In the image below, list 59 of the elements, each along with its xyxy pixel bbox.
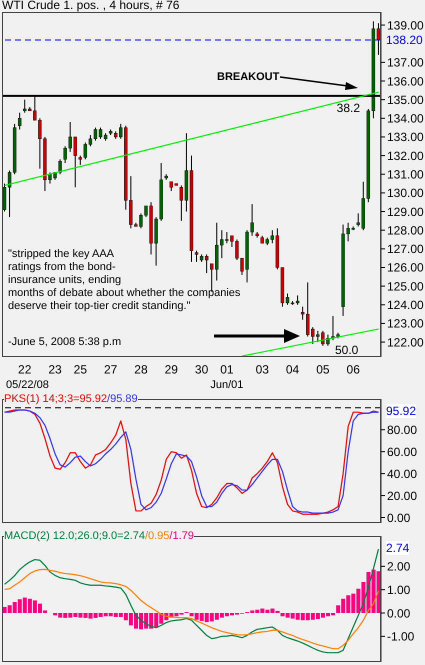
annotation: "stripped the key AAA ratings from the bond-insurance units, ending months of debate about whether the companies deserve their top-tier credit standing." bbox=[8, 248, 242, 313]
y-tick-label: 125.00 bbox=[387, 279, 424, 294]
text: /0.95 bbox=[144, 530, 170, 542]
annotation: 50.0 bbox=[335, 343, 358, 357]
y-tick-label: 133.00 bbox=[387, 130, 424, 144]
y-tick-label: 124.00 bbox=[387, 298, 424, 312]
x-tick-label: 23 bbox=[48, 362, 62, 377]
y-tick-label: 130.00 bbox=[387, 186, 424, 200]
x-tick-label: 04 bbox=[286, 362, 300, 377]
x-tick-label: 27 bbox=[104, 362, 118, 377]
y-tick-label: 134.00 bbox=[387, 112, 424, 126]
y-tick-label: 132.00 bbox=[387, 148, 424, 163]
y-tick-label: 2.00 bbox=[387, 560, 411, 574]
annotation: 38.2 bbox=[336, 101, 360, 115]
y-tick-label: 1.00 bbox=[387, 582, 411, 597]
x-tick-label: 22 bbox=[18, 362, 32, 377]
ref-line-label: 138.20 bbox=[386, 33, 424, 48]
y-tick-label: 139.00 bbox=[387, 18, 424, 32]
line-series bbox=[4, 568, 380, 650]
y-tick-label: 129.00 bbox=[387, 204, 424, 219]
x-tick-label: 28 bbox=[134, 362, 148, 377]
y-tick-label: 60.00 bbox=[387, 444, 418, 459]
y-tick-label: 131.00 bbox=[387, 168, 424, 182]
text: /95.89 bbox=[107, 393, 138, 405]
text: /1.79 bbox=[169, 530, 194, 542]
chart-title: WTI Crude 1. pos. , 4 hours, # 76 bbox=[2, 0, 180, 12]
line-series bbox=[4, 548, 380, 654]
y-tick-label: 80.00 bbox=[387, 422, 418, 437]
x-tick-label: 06 bbox=[346, 362, 360, 377]
x-tick-label: 03 bbox=[256, 362, 270, 377]
x-tick-label: 25 bbox=[74, 362, 88, 377]
series-label: PKS(1) 14;3;3=95.92 bbox=[4, 393, 108, 405]
y-tick-label: 135.00 bbox=[387, 92, 424, 107]
annotation: -June 5, 2008 5:38 p.m bbox=[8, 336, 122, 348]
y-tick-label: 0.00 bbox=[387, 606, 411, 620]
y-tick-label: 127.00 bbox=[387, 242, 424, 256]
x-tick-label: 01 bbox=[220, 362, 234, 377]
text: Jun/01 bbox=[210, 379, 244, 391]
y-tick-label: -1.00 bbox=[387, 630, 415, 644]
text: 95.92 bbox=[386, 404, 416, 418]
y-tick-label: 122.00 bbox=[387, 335, 424, 350]
y-tick-label: 126.00 bbox=[387, 260, 424, 275]
x-tick-label: 05 bbox=[316, 362, 330, 377]
candlestick bbox=[18, 112, 22, 130]
text: 2.74 bbox=[386, 541, 410, 556]
text: 05/22/08 bbox=[6, 379, 49, 391]
x-tick-label: 30 bbox=[194, 362, 209, 377]
y-tick-label: 0.00 bbox=[387, 510, 411, 525]
y-tick-label: 20.00 bbox=[387, 488, 418, 503]
y-tick-label: 137.00 bbox=[387, 56, 424, 70]
y-tick-label: 128.00 bbox=[387, 223, 424, 238]
y-tick-label: 123.00 bbox=[387, 316, 424, 331]
x-tick-label: 29 bbox=[164, 362, 178, 377]
y-tick-label: 40.00 bbox=[387, 466, 418, 481]
candlestick bbox=[58, 158, 62, 175]
candlestick bbox=[194, 250, 198, 262]
annotation: BREAKOUT bbox=[217, 71, 280, 83]
y-tick-label: 136.00 bbox=[387, 74, 424, 88]
text: MACD(2) 12.0;26.0;9.0=2.74 bbox=[4, 530, 145, 542]
